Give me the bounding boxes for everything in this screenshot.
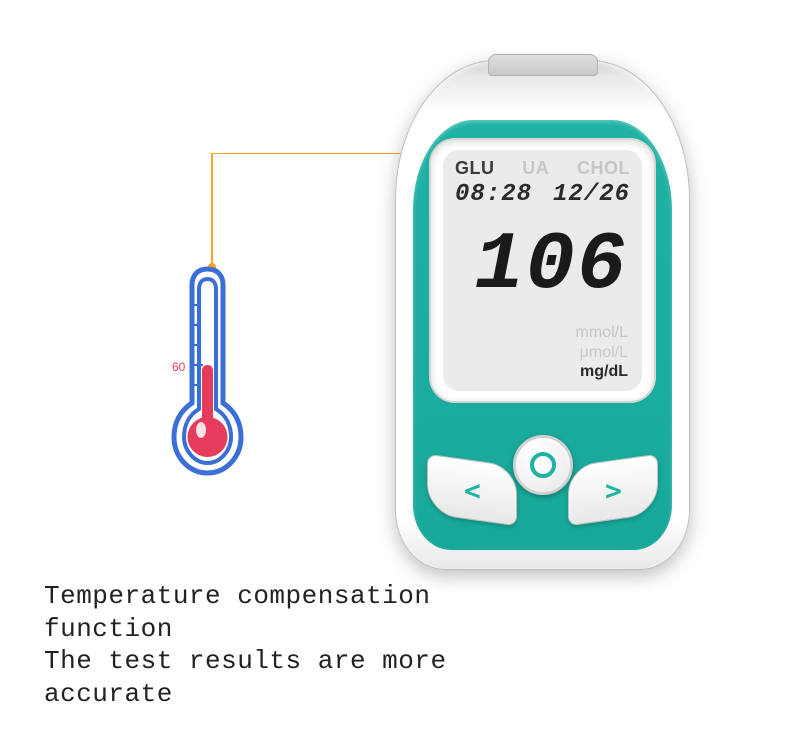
glucose-meter-device: GLU UA CHOL 08:28 12/26 106 mmol/L μmol/… [395,60,690,570]
mode-row: GLU UA CHOL [443,150,642,179]
unit-umol: μmol/L [580,343,628,362]
thermometer-icon: 60 [170,265,245,490]
caption-line: function [44,613,447,646]
mode-ua: UA [522,158,549,179]
caption-text: Temperature compensation function The te… [44,580,447,710]
test-strip-slot [488,54,598,76]
caption-line: accurate [44,678,447,711]
mode-chol: CHOL [577,158,630,179]
chevron-left-icon: < [464,473,481,506]
svg-text:60: 60 [172,360,186,374]
time-display: 08:28 [455,181,532,208]
date-display: 12/26 [553,181,630,208]
caption-line: Temperature compensation [44,580,447,613]
unit-mgdl: mg/dL [580,362,628,381]
caption-line: The test results are more [44,645,447,678]
reading-value: 106 [443,208,642,323]
time-date-row: 08:28 12/26 [443,179,642,208]
chevron-right-icon: > [605,474,622,507]
unit-list: mmol/L μmol/L mg/dL [443,323,642,391]
screen-frame: GLU UA CHOL 08:28 12/26 106 mmol/L μmol/… [429,138,656,403]
ok-button-ring-icon [530,452,556,478]
ok-button[interactable] [513,435,573,495]
unit-mmol: mmol/L [576,323,628,342]
mode-glu: GLU [455,158,495,179]
lcd-screen: GLU UA CHOL 08:28 12/26 106 mmol/L μmol/… [443,150,642,391]
